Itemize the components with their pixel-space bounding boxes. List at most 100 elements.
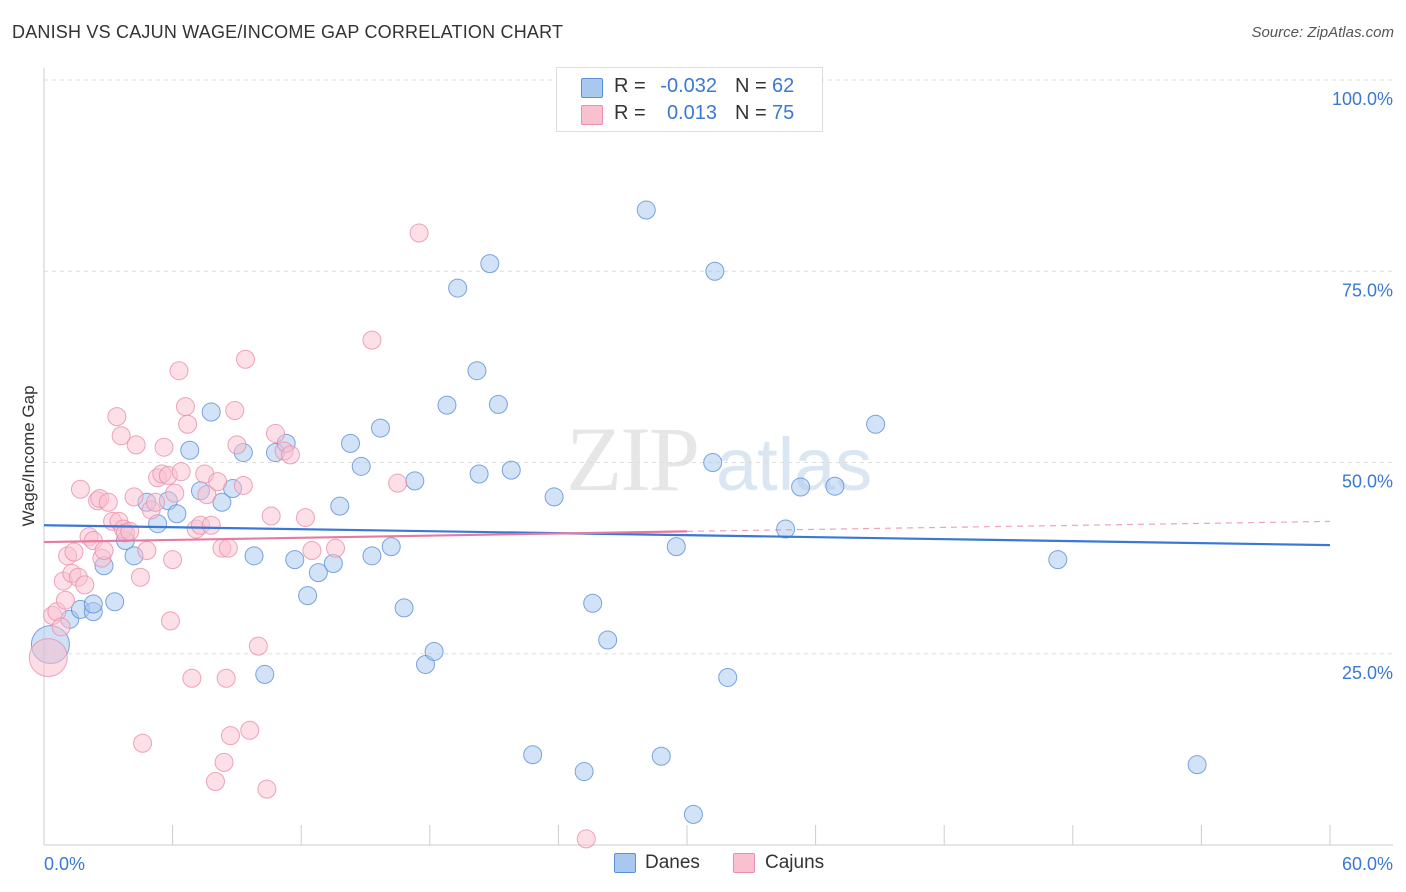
cajuns-point <box>145 492 165 512</box>
cajuns-point <box>169 361 189 381</box>
cajuns-point <box>388 473 408 493</box>
danes-point <box>330 496 350 516</box>
legend-r-value-cajuns: 0.013 <box>666 102 717 124</box>
cajuns-point <box>208 472 228 492</box>
correlation-legend: R = -0.032 N = 62 R = 0.013 N = 75 <box>556 67 823 132</box>
y-tick-label: 75.0% <box>1342 280 1393 300</box>
y-tick-label: 100.0% <box>1332 89 1393 109</box>
danes-point <box>244 546 264 566</box>
danes-point <box>448 278 468 298</box>
cajuns-point <box>111 426 131 446</box>
cajuns-point <box>133 733 153 753</box>
danes-point <box>394 598 414 618</box>
trend-lines <box>43 520 1331 547</box>
danes-point <box>83 594 103 614</box>
cajuns-point <box>216 668 236 688</box>
cajuns-point <box>233 475 253 495</box>
danes-point <box>666 537 686 557</box>
danes-point <box>583 593 603 613</box>
danes-point <box>825 476 845 496</box>
danes-point <box>544 487 564 507</box>
cajuns-point <box>120 521 140 541</box>
x-tick-label-min: 0.0% <box>44 854 85 874</box>
legend-swatch-cajuns <box>581 105 603 125</box>
danes-point <box>298 586 318 606</box>
cajuns-point <box>240 720 260 740</box>
danes-point <box>705 261 725 281</box>
axis-ticks <box>172 825 1331 845</box>
cajuns-point <box>171 462 191 482</box>
danes-point <box>598 630 618 650</box>
cajuns-point <box>325 538 345 558</box>
bottom-legend-swatch-danes <box>614 853 636 873</box>
cajuns-trend-extension <box>686 520 1331 532</box>
cajuns-point <box>280 445 300 465</box>
cajuns-point <box>51 617 71 637</box>
cajuns-point <box>124 487 144 507</box>
danes-point <box>180 440 200 460</box>
cajuns-point <box>214 752 234 772</box>
legend-n-label: N = <box>735 102 767 124</box>
cajuns-point <box>257 779 277 799</box>
cajuns-point <box>64 542 84 562</box>
danes-point <box>866 414 886 434</box>
legend-r-value-danes: -0.032 <box>660 75 717 97</box>
danes-point <box>371 418 391 438</box>
cajuns-point <box>178 414 198 434</box>
x-tick-label-max: 60.0% <box>1342 854 1393 874</box>
danes-point <box>424 641 444 661</box>
cajuns-point <box>201 515 221 535</box>
legend-n-value-cajuns: 75 <box>772 102 795 124</box>
legend-n-value-danes: 62 <box>772 75 795 97</box>
cajuns-point <box>182 668 202 688</box>
chart-source: Source: ZipAtlas.com <box>1251 24 1394 41</box>
danes-point <box>405 471 425 491</box>
danes-point <box>469 464 489 484</box>
cajuns-point <box>295 508 315 528</box>
legend-swatch-danes <box>581 78 603 98</box>
cajuns-point <box>576 829 596 849</box>
cajuns-point <box>248 636 268 656</box>
danes-point <box>362 546 382 566</box>
cajuns-point <box>197 485 217 505</box>
cajuns-point <box>126 435 146 455</box>
danes-point <box>381 537 401 557</box>
danes-point <box>1187 755 1207 775</box>
cajuns-point <box>409 223 429 243</box>
cajuns-trend-line <box>43 530 688 544</box>
danes-point <box>636 200 656 220</box>
cajuns-point <box>137 540 157 560</box>
danes-point <box>308 563 328 583</box>
danes-points <box>30 200 1207 824</box>
cajuns-point <box>55 590 75 610</box>
danes-point <box>776 519 796 539</box>
y-axis-title: Wage/Income Gap <box>19 385 38 526</box>
cajuns-point <box>362 330 382 350</box>
danes-point <box>501 460 521 480</box>
bottom-legend-danes: Danes <box>645 852 700 873</box>
cajuns-point <box>235 349 255 369</box>
danes-point <box>718 667 738 687</box>
danes-point <box>285 550 305 570</box>
cajuns-point <box>261 506 281 526</box>
danes-point <box>574 762 594 782</box>
danes-point <box>703 453 723 472</box>
danes-point <box>105 592 125 612</box>
y-tick-label: 50.0% <box>1342 472 1393 492</box>
cajuns-point <box>225 400 245 420</box>
danes-point <box>1048 550 1068 570</box>
cajuns-point <box>220 726 240 746</box>
cajuns-point <box>175 397 195 417</box>
y-tick-label: 25.0% <box>1342 663 1393 683</box>
cajuns-point <box>28 638 68 678</box>
cajuns-point <box>70 479 90 499</box>
legend-r-label: R = <box>614 102 646 124</box>
legend-r-label: R = <box>614 75 646 97</box>
cajuns-point <box>75 575 95 595</box>
legend-n-label: N = <box>735 75 767 97</box>
cajuns-point <box>218 538 238 558</box>
danes-point <box>437 395 457 415</box>
cajuns-point <box>163 550 183 570</box>
cajuns-point <box>265 423 285 443</box>
